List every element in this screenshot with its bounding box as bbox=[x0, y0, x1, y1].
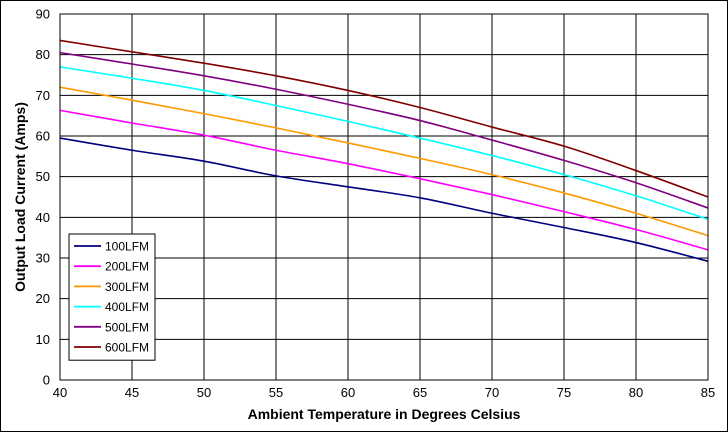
x-tick-label: 70 bbox=[485, 385, 499, 400]
series-line-100lfm bbox=[59, 137, 709, 263]
legend-label-100lfm: 100LFM bbox=[105, 240, 149, 254]
y-tick-label: 90 bbox=[36, 7, 50, 22]
y-tick-label: 40 bbox=[36, 210, 50, 225]
x-tick-label: 80 bbox=[629, 385, 643, 400]
x-tick-label: 60 bbox=[341, 385, 355, 400]
series-lines bbox=[59, 39, 709, 263]
legend-box bbox=[68, 233, 156, 361]
series-line-200lfm bbox=[59, 109, 709, 251]
x-tick-label: 85 bbox=[701, 385, 715, 400]
series-line-500lfm bbox=[59, 51, 709, 209]
x-axis-title: Ambient Temperature in Degrees Celsius bbox=[248, 406, 521, 422]
series-line-300lfm bbox=[59, 86, 709, 237]
legend-label-300lfm: 300LFM bbox=[105, 280, 149, 294]
x-tick-labels: 40 45 50 55 60 65 70 75 80 85 bbox=[53, 385, 715, 400]
legend-label-200lfm: 200LFM bbox=[105, 260, 149, 274]
x-tick-label: 50 bbox=[197, 385, 211, 400]
series-line-600lfm bbox=[59, 39, 709, 198]
y-tick-label: 80 bbox=[36, 47, 50, 62]
series-line-400lfm bbox=[59, 66, 709, 221]
x-tick-label: 40 bbox=[53, 385, 67, 400]
y-tick-label: 10 bbox=[36, 332, 50, 347]
grid-lines bbox=[59, 13, 709, 381]
y-tick-label: 60 bbox=[36, 129, 50, 144]
y-axis-title: Output Load Current (Amps) bbox=[12, 102, 28, 292]
y-tick-label: 30 bbox=[36, 251, 50, 266]
x-tick-label: 45 bbox=[125, 385, 139, 400]
y-tick-label: 20 bbox=[36, 291, 50, 306]
x-tick-label: 75 bbox=[557, 385, 571, 400]
x-tick-label: 55 bbox=[269, 385, 283, 400]
x-tick-label: 65 bbox=[413, 385, 427, 400]
y-tick-label: 0 bbox=[43, 373, 50, 388]
y-tick-label: 70 bbox=[36, 88, 50, 103]
legend-label-500lfm: 500LFM bbox=[105, 320, 149, 334]
plot-area bbox=[59, 13, 709, 381]
legend-label-600lfm: 600LFM bbox=[105, 341, 149, 355]
y-tick-labels: 0 10 20 30 40 50 60 70 80 90 bbox=[36, 7, 50, 388]
legend-label-400lfm: 400LFM bbox=[105, 300, 149, 314]
y-tick-label: 50 bbox=[36, 169, 50, 184]
legend: 100LFM 200LFM 300LFM 400LFM 500LFM 600LFM bbox=[68, 233, 156, 361]
